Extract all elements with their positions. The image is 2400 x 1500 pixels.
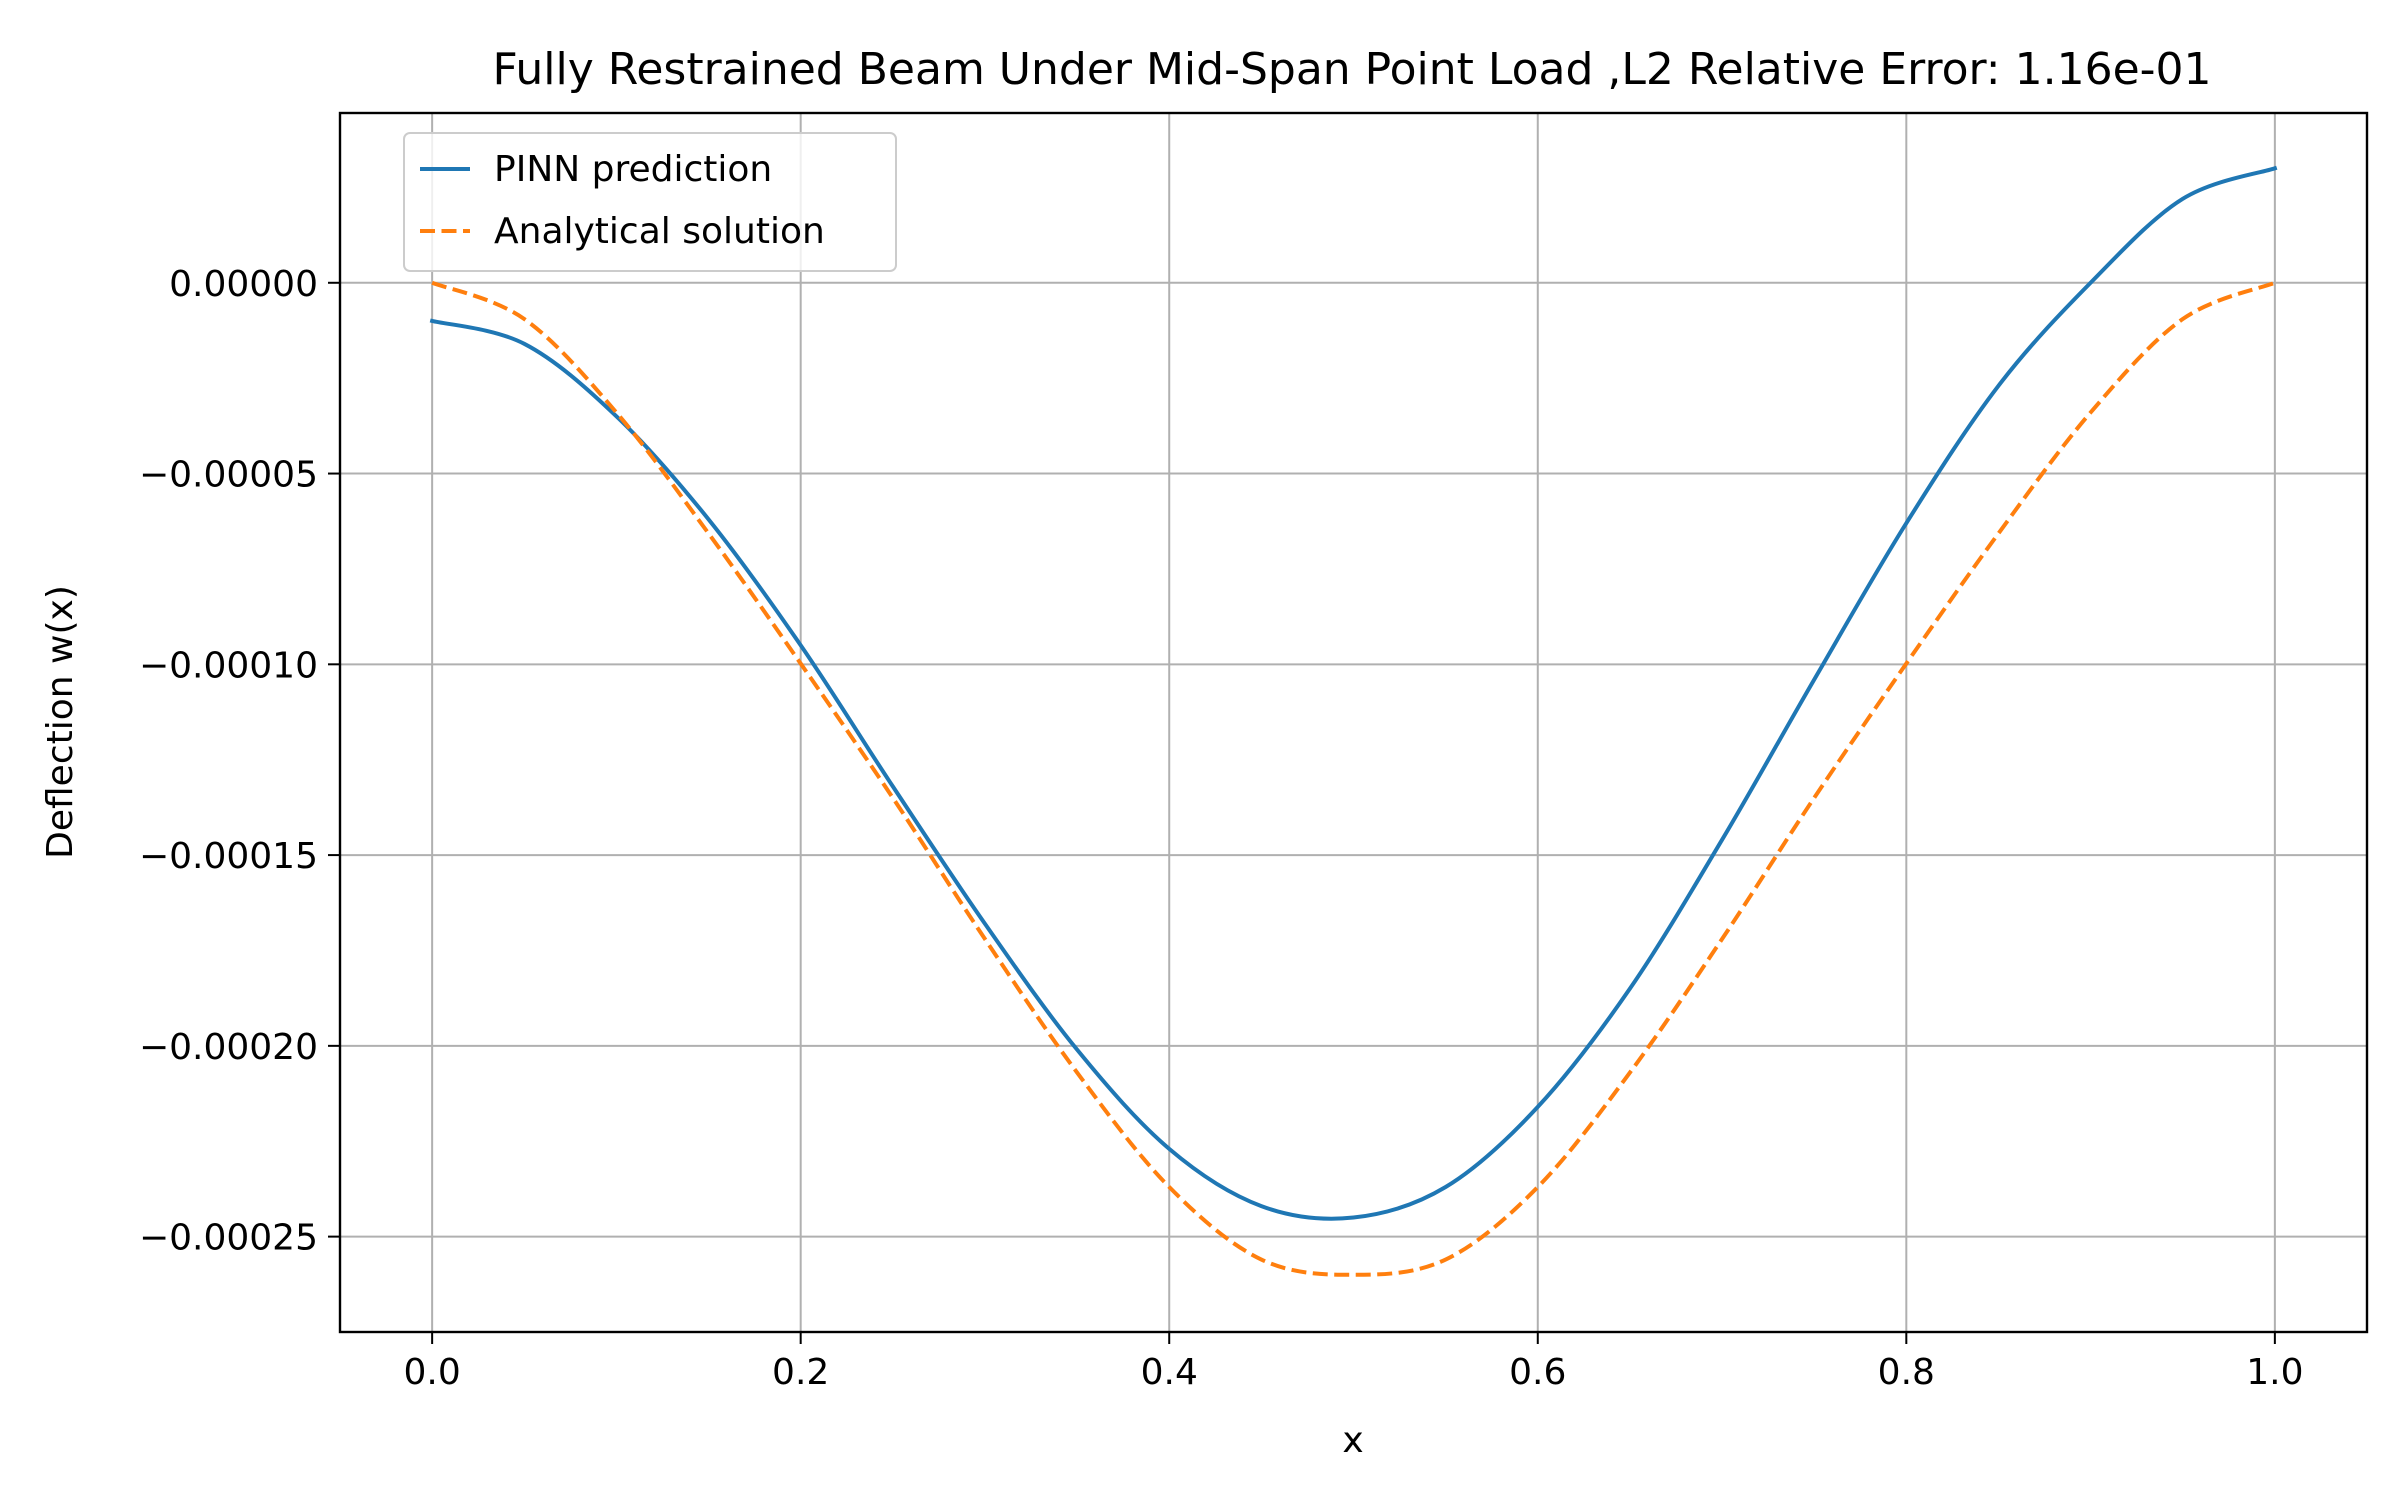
grid	[340, 113, 2367, 1332]
legend-label-pinn-prediction: PINN prediction	[494, 149, 772, 190]
x-axis-label: x	[1342, 1420, 1363, 1461]
x-tick-label: 0.0	[404, 1352, 461, 1393]
x-tick-label: 0.6	[1509, 1352, 1566, 1393]
legend-frame	[403, 132, 897, 272]
x-tick-label: 1.0	[2246, 1352, 2303, 1393]
y-tick-label: −0.00015	[139, 836, 318, 877]
y-axis-label: Deflection w(x)	[40, 585, 81, 859]
series-line-analytical-solution	[431, 280, 2276, 1277]
y-tick-label: 0.00000	[169, 264, 318, 305]
y-tick-label: −0.00025	[139, 1218, 318, 1259]
series-line-pinn-prediction	[429, 165, 2278, 1221]
axis-ticks: 0.0 0.2 0.4 0.6 0.8 1.0 0.00000 −0.00005 −0.0001…	[139, 264, 2304, 1393]
x-tick-label: 0.8	[1878, 1352, 1935, 1393]
y-tick-label: −0.00010	[139, 645, 318, 686]
legend-label-analytical-solution: Analytical solution	[494, 211, 825, 252]
plot-series	[429, 165, 2278, 1277]
chart-title: Fully Restrained Beam Under Mid-Span Poi…	[492, 44, 2211, 95]
legend: PINN prediction Analytical solution	[403, 132, 897, 272]
y-tick-label: −0.00020	[139, 1027, 318, 1068]
x-tick-label: 0.2	[772, 1352, 829, 1393]
x-tick-label: 0.4	[1141, 1352, 1198, 1393]
y-tick-label: −0.00005	[139, 455, 318, 496]
plot-frame	[338, 111, 2369, 1334]
